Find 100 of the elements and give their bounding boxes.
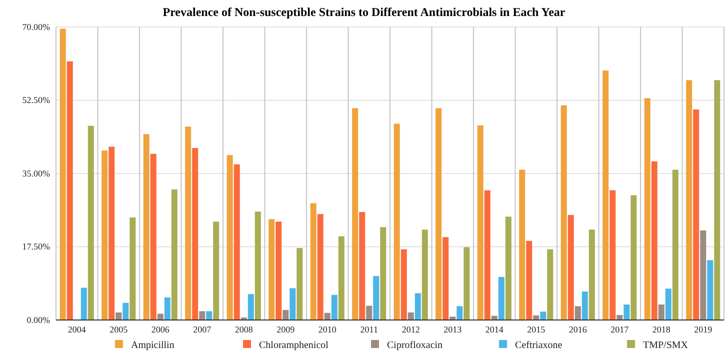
bar (519, 170, 526, 320)
x-tick-label: 2012 (402, 324, 420, 334)
bar (199, 311, 206, 320)
bar (630, 195, 637, 320)
bar (602, 70, 609, 320)
bar (693, 109, 700, 320)
bar (164, 297, 170, 320)
bar (547, 249, 554, 320)
bar (254, 212, 261, 320)
bar (282, 310, 289, 320)
x-tick-label: 2006 (151, 324, 170, 334)
x-tick-label: 2017 (610, 324, 630, 334)
bar (464, 247, 470, 320)
y-tick-label: 0.00% (26, 314, 50, 325)
bar (442, 237, 449, 320)
bar (686, 80, 692, 320)
bar (248, 294, 254, 320)
legend-label: TMP/SMX (643, 340, 689, 351)
x-tick-label: 2004 (68, 324, 86, 334)
y-tick-label: 52.50% (22, 95, 50, 106)
bar (477, 125, 484, 320)
legend-label: Chloramphenicol (259, 340, 329, 351)
bar (296, 248, 303, 320)
x-tick-label: 2009 (276, 324, 296, 334)
bar (317, 214, 324, 320)
bar (408, 312, 414, 320)
bar (108, 146, 115, 320)
x-tick-label: 2008 (234, 324, 254, 334)
bar (456, 306, 463, 320)
x-tick-label: 2010 (318, 324, 337, 334)
chart-title: Prevalence of Non-susceptible Strains to Different Antimicrobials in Each Year (162, 5, 566, 19)
x-tick-label: 2013 (444, 324, 462, 334)
legend-label: Ceftriaxone (515, 340, 563, 351)
bar (80, 288, 87, 320)
bar (192, 148, 198, 320)
bar (574, 306, 581, 320)
bar (185, 126, 192, 320)
bar (560, 105, 567, 320)
x-tick-label: 2018 (652, 324, 671, 334)
x-tick-label: 2007 (193, 324, 212, 334)
bar (157, 314, 164, 320)
bar (672, 170, 678, 320)
bar (116, 312, 122, 320)
bar (610, 190, 616, 320)
bar (276, 222, 282, 320)
x-tick-label: 2005 (110, 324, 128, 334)
legend-label: Ciprofloxacin (387, 340, 443, 351)
bar (130, 217, 136, 320)
bar (665, 288, 672, 320)
bar (206, 311, 212, 320)
bar (644, 98, 650, 320)
y-tick-label: 70.00% (22, 22, 50, 32)
bar (658, 304, 664, 320)
bar (122, 302, 129, 320)
bar (484, 190, 490, 320)
bar (234, 164, 240, 320)
bar (88, 126, 94, 320)
bar (66, 61, 73, 320)
bar (352, 108, 358, 320)
x-tick-label: 2011 (360, 324, 378, 334)
bar (422, 230, 428, 320)
bar (588, 230, 595, 320)
bar (414, 293, 421, 320)
bar (290, 288, 296, 320)
x-tick-label: 2019 (694, 324, 713, 334)
bar (707, 260, 714, 320)
bar (582, 292, 588, 320)
bar (700, 230, 706, 320)
bar (498, 276, 504, 320)
bar (540, 312, 546, 320)
bar (331, 294, 338, 320)
bar (60, 28, 66, 320)
bar (359, 212, 366, 320)
bar (338, 236, 344, 320)
bar (380, 227, 386, 320)
bar (373, 276, 380, 320)
bar (143, 134, 150, 320)
bar (505, 216, 512, 320)
y-tick-label: 35.00% (22, 168, 50, 178)
bar (324, 312, 330, 320)
x-tick-label: 2015 (527, 324, 546, 334)
x-tick-label: 2016 (568, 324, 588, 334)
legend-label: Ampicillin (131, 340, 174, 351)
bar (366, 306, 372, 320)
bar (310, 203, 316, 320)
bar (394, 124, 400, 320)
x-tick-label: 2014 (485, 324, 504, 334)
bar (268, 219, 275, 320)
bar (213, 222, 220, 320)
bar (150, 154, 156, 320)
bar (624, 304, 630, 320)
bar (171, 189, 178, 320)
bar (651, 161, 658, 320)
bar (102, 150, 108, 320)
y-tick-label: 17.50% (22, 242, 50, 252)
bar (568, 214, 574, 320)
bar (526, 240, 532, 320)
bar (226, 155, 233, 320)
bar (436, 108, 442, 320)
bar (714, 80, 720, 320)
